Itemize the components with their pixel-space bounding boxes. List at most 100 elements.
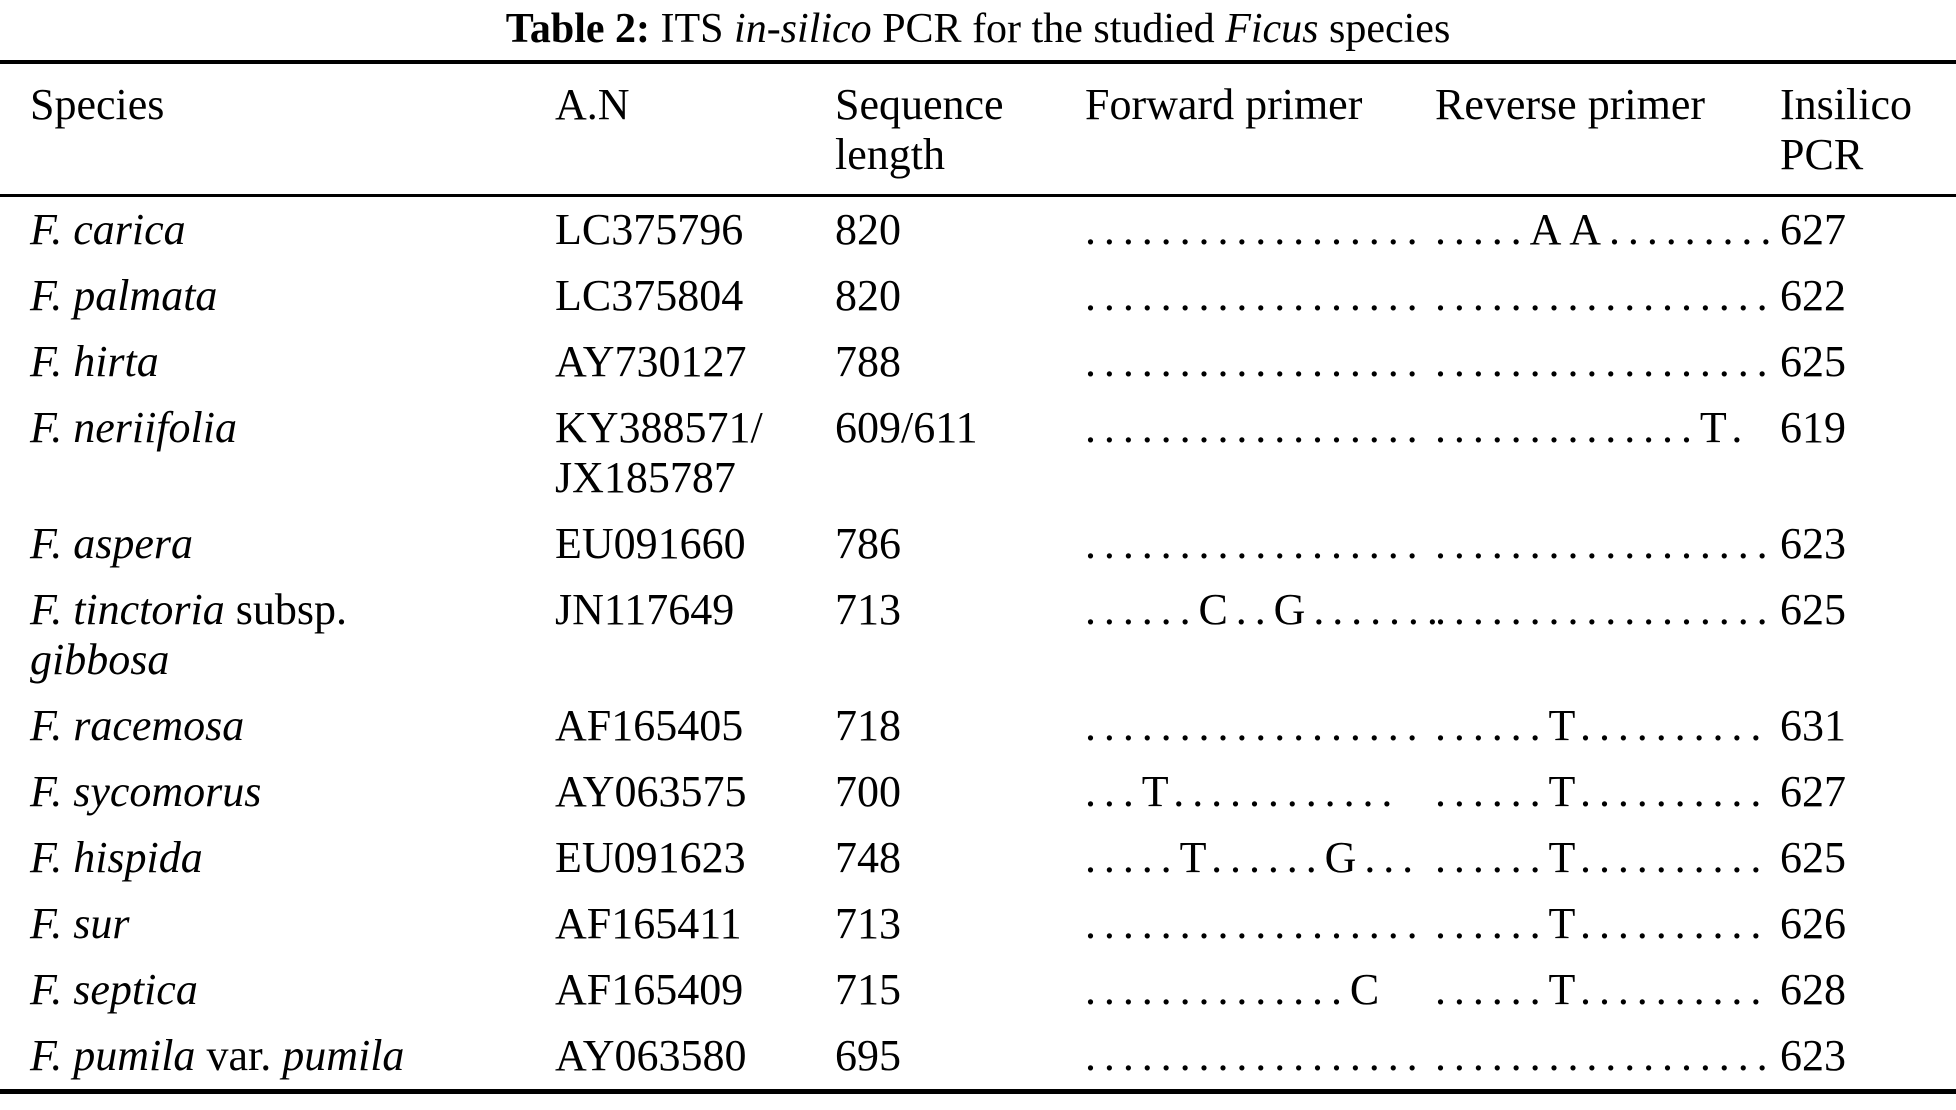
accession-cell: LC375796 (555, 205, 744, 254)
table-row: F. carica LC375796 820....................… (0, 196, 1956, 264)
title-segment: Ficus (1225, 6, 1319, 52)
table-row: F. septica AF165409 715 ..............C....… (0, 957, 1956, 1023)
accession-cell: AF165411 (555, 899, 742, 948)
forward-primer-cell: ..............C (1085, 965, 1388, 1014)
forward-primer-cell: .................. (1085, 271, 1426, 320)
forward-primer-cell: ......C..G....... (1085, 585, 1435, 634)
reverse-primer-cell: ......T.......... (1435, 767, 1770, 816)
forward-primer-cell: .................. (1085, 337, 1426, 386)
forward-primer-cell: .................. (1085, 701, 1426, 750)
species-cell: F. sycomorus (0, 759, 555, 825)
table-header: Species A.N Sequence length Forward prim… (0, 62, 1956, 197)
insilico-pcr-cell: 625 (1780, 337, 1846, 386)
species-rank-segment: subsp. (224, 585, 348, 634)
forward-primer-cell: .................. (1085, 519, 1426, 568)
species-name-segment: F. carica (30, 205, 186, 254)
sequence-length-cell: 748 (835, 833, 901, 882)
table-row: F. sycomorus AY063575 700 ...T.............… (0, 759, 1956, 825)
table-row: F. sur AF165411 713.......................… (0, 891, 1956, 957)
species-name-segment: F. hispida (30, 833, 203, 882)
reverse-primer-cell: .................. (1435, 519, 1776, 568)
species-cell: F. hispida (0, 825, 555, 891)
insilico-pcr-cell: 627 (1780, 767, 1846, 816)
species-cell: F. tinctoria subsp. gibbosa (0, 577, 555, 693)
species-cell: F. palmata (0, 263, 555, 329)
forward-primer-cell: ...T............ (1085, 767, 1401, 816)
sequence-length-cell: 713 (835, 585, 901, 634)
insilico-pcr-cell: 619 (1780, 403, 1846, 452)
species-cell: F. sur (0, 891, 555, 957)
reverse-primer-cell: ......T.......... (1435, 965, 1770, 1014)
sequence-length-cell: 718 (835, 701, 901, 750)
sequence-length-cell: 820 (835, 205, 901, 254)
title-segment: Table 2: (505, 6, 651, 52)
table-body: F. carica LC375796 820....................… (0, 196, 1956, 1092)
accession-cell: AY730127 (555, 337, 747, 386)
species-cell: F. septica (0, 957, 555, 1023)
reverse-primer-cell: .................. (1435, 337, 1776, 386)
species-name-segment: F. neriifolia (30, 403, 237, 452)
reverse-primer-cell: ......T.......... (1435, 899, 1770, 948)
species-cell: F. pumila var. pumila (0, 1023, 555, 1092)
species-cell: F. aspera (0, 511, 555, 577)
sequence-length-cell: 786 (835, 519, 901, 568)
forward-primer-cell: .....T......G... (1085, 833, 1422, 882)
species-cell: F. racemosa (0, 693, 555, 759)
col-header-forward-primer: Forward primer (1085, 62, 1435, 197)
species-name-segment: F. tinctoria (30, 585, 225, 634)
reverse-primer-cell: .................. (1435, 1031, 1776, 1080)
species-name-segment: F. sur (30, 899, 130, 948)
reverse-primer-cell: .................. (1435, 585, 1776, 634)
species-name-segment: pumila (282, 1031, 405, 1080)
insilico-pcr-cell: 627 (1780, 205, 1846, 254)
reverse-primer-cell: .....AA......... (1435, 205, 1780, 254)
title-segment: PCR for the studied (871, 6, 1226, 52)
forward-primer-cell: .................. (1085, 205, 1426, 254)
title-segment: ITS (650, 6, 735, 52)
table-title: Table 2: ITS in-silico PCR for the studi… (0, 0, 1956, 60)
table-row: F. pumila var. pumila AY063580 695........… (0, 1023, 1956, 1092)
accession-cell: EU091623 (555, 833, 746, 882)
accession-cell: LC375804 (555, 271, 744, 320)
insilico-pcr-cell: 623 (1780, 519, 1846, 568)
table-row: F. hispida EU091623 748 .....T......G......… (0, 825, 1956, 891)
forward-primer-cell: .................. (1085, 403, 1426, 452)
accession-cell: AY063580 (555, 1031, 747, 1080)
sequence-length-cell: 820 (835, 271, 901, 320)
title-segment: in-silico (734, 6, 872, 52)
accession-cell: JN117649 (555, 585, 735, 634)
accession-cell: AF165405 (555, 701, 744, 750)
species-cell: F. carica (0, 196, 555, 264)
its-pcr-table: Species A.N Sequence length Forward prim… (0, 60, 1956, 1094)
species-name-segment: F. racemosa (30, 701, 245, 750)
species-name-segment: F. aspera (30, 519, 193, 568)
reverse-primer-cell: ......T.......... (1435, 701, 1770, 750)
accession-cell: KY388571/ JX185787 (555, 403, 763, 502)
forward-primer-cell: .................. (1085, 899, 1426, 948)
insilico-pcr-cell: 623 (1780, 1031, 1846, 1080)
sequence-length-cell: 713 (835, 899, 901, 948)
table-row: F. palmata LC375804 820...................… (0, 263, 1956, 329)
reverse-primer-cell: .................. (1435, 271, 1776, 320)
insilico-pcr-cell: 625 (1780, 833, 1846, 882)
species-name-segment: gibbosa (30, 635, 170, 684)
insilico-pcr-cell: 625 (1780, 585, 1846, 634)
accession-cell: AF165409 (555, 965, 744, 1014)
table-row: F. racemosa AF165405 718..................… (0, 693, 1956, 759)
col-header-species: Species (0, 62, 555, 197)
col-header-reverse-primer: Reverse primer (1435, 62, 1780, 197)
insilico-pcr-cell: 626 (1780, 899, 1846, 948)
title-segment: species (1318, 6, 1451, 52)
species-name-segment: F. hirta (30, 337, 159, 386)
species-name-segment: F. pumila (30, 1031, 196, 1080)
col-header-accession: A.N (555, 62, 835, 197)
table-row: F. aspera EU091660 786....................… (0, 511, 1956, 577)
insilico-pcr-cell: 622 (1780, 271, 1846, 320)
table-row: F. hirta AY730127 788.....................… (0, 329, 1956, 395)
sequence-length-cell: 695 (835, 1031, 901, 1080)
insilico-pcr-cell: 631 (1780, 701, 1846, 750)
species-name-segment: F. sycomorus (30, 767, 262, 816)
forward-primer-cell: .................. (1085, 1031, 1426, 1080)
sequence-length-cell: 788 (835, 337, 901, 386)
col-header-insilico-pcr: Insilico PCR (1780, 62, 1956, 197)
